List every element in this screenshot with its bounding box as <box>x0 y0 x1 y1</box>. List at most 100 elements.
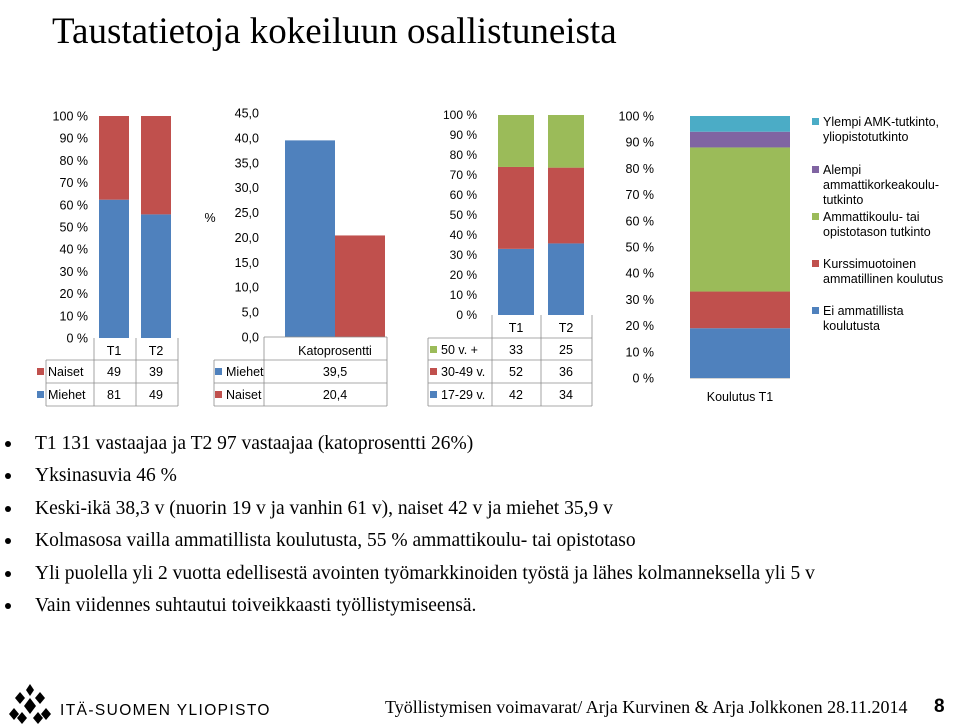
bullet-text: Keski-ikä 38,3 v (nuorin 19 v ja vanhin … <box>35 497 613 519</box>
bar <box>548 115 584 168</box>
y-tick-label: 10 % <box>60 309 89 323</box>
y-tick-label: 35,0 <box>235 156 259 170</box>
legend-key <box>215 391 222 398</box>
legend-label: Kurssimuotoinen <box>823 257 916 271</box>
legend-label: Miehet <box>48 388 86 402</box>
y-tick-label: 30 % <box>60 265 89 279</box>
legend-key <box>812 118 819 125</box>
footer: ITÄ-SUOMEN YLIOPISTO Työllistymisen voim… <box>0 680 960 728</box>
y-tick-label: 60 % <box>626 214 655 228</box>
data-label: 81 <box>107 388 121 402</box>
bullet-text: Vain viidennes suhtautui toiveikkaasti t… <box>35 594 477 616</box>
bar <box>335 235 385 337</box>
y-tick-label: 70 % <box>450 168 478 182</box>
legend-label: Miehet <box>226 365 264 379</box>
y-axis-label: % <box>204 211 215 225</box>
bullet-text: Yli puolella yli 2 vuotta edellisestä av… <box>35 562 815 584</box>
legend-key <box>430 368 437 375</box>
bullet-item: Keski-ikä 38,3 v (nuorin 19 v ja vanhin … <box>0 493 960 525</box>
bullet-dot <box>5 538 11 545</box>
legend-label: Ylempi AMK-tutkinto, <box>823 115 939 129</box>
y-tick-label: 30 % <box>626 293 655 307</box>
y-tick-label: 30,0 <box>235 181 259 195</box>
data-label: 20,4 <box>323 388 347 402</box>
y-tick-label: 0 % <box>632 372 654 386</box>
charts-area: 0 % 10 % 20 % 30 % 40 % 50 % 60 % 70 % 80 % 90 % 1… <box>37 107 943 407</box>
footer-text: Työllistymisen voimavarat/ Arja Kurvinen… <box>385 697 908 717</box>
bullet-dot <box>5 505 11 512</box>
legend-key <box>812 307 819 314</box>
data-label: 39,5 <box>323 365 347 379</box>
x-tick-label: Katoprosentti <box>298 344 372 358</box>
university-name: ITÄ-SUOMEN YLIOPISTO <box>60 702 271 719</box>
data-label: 33 <box>509 343 523 357</box>
legend-label: Ammattikoulu- tai <box>823 210 920 224</box>
page-title: Taustatietoja kokeiluun osallistuneista <box>52 11 617 52</box>
legend-label: opistotason tutkinto <box>823 225 931 239</box>
data-label: 49 <box>107 365 121 379</box>
bullet-dot <box>5 441 11 447</box>
data-label: 39 <box>149 365 163 379</box>
y-tick-label: 70 % <box>60 176 89 190</box>
y-tick-label: 0 % <box>456 308 477 322</box>
y-tick-label: 40 % <box>60 243 89 257</box>
y-tick-label: 80 % <box>450 148 478 162</box>
bullet-text: Kolmasosa vailla ammatillista koulutusta… <box>35 530 636 552</box>
legend-key <box>215 368 222 375</box>
y-tick-label: 60 % <box>450 188 478 202</box>
bar <box>690 328 790 378</box>
y-tick-label: 50 % <box>450 208 478 222</box>
x-tick-label: T2 <box>559 321 574 335</box>
y-tick-label: 50 % <box>60 221 89 235</box>
bar <box>99 116 129 200</box>
y-tick-label: 20 % <box>60 287 89 301</box>
bar <box>548 167 584 244</box>
legend-key <box>812 213 819 220</box>
y-tick-label: 20,0 <box>235 231 259 245</box>
y-tick-label: 50 % <box>626 241 655 255</box>
bullet-dot <box>5 570 11 577</box>
y-tick-label: 100 % <box>443 108 477 122</box>
legend-key <box>430 346 437 353</box>
bar <box>285 140 335 337</box>
legend-key <box>430 391 437 398</box>
bullet-text: T1 131 vastaajaa ja T2 97 vastaajaa (kat… <box>35 433 474 454</box>
legend-key <box>37 391 44 398</box>
bar <box>141 116 171 215</box>
bullet-item: Kolmasosa vailla ammatillista koulutusta… <box>0 525 960 557</box>
university-logo-icon <box>9 684 51 724</box>
data-label: 52 <box>509 365 523 379</box>
legend-label: koulutusta <box>823 319 880 333</box>
legend-label: Naiset <box>48 365 84 379</box>
bar <box>548 243 584 315</box>
bullet-item: T1 131 vastaajaa ja T2 97 vastaajaa (kat… <box>0 428 960 460</box>
y-tick-label: 20 % <box>626 319 655 333</box>
y-tick-label: 100 % <box>53 110 88 124</box>
x-tick-label: T1 <box>509 321 524 335</box>
bullet-dot <box>5 602 11 609</box>
bullet-item: Yksinasuvia 46 % <box>0 460 960 492</box>
y-tick-label: 40 % <box>450 228 478 242</box>
y-tick-label: 30 % <box>450 248 478 262</box>
y-tick-label: 10 % <box>450 288 478 302</box>
bar <box>498 115 534 167</box>
y-tick-label: 90 % <box>626 136 655 150</box>
bullet-item: Vain viidennes suhtautui toiveikkaasti t… <box>0 590 960 622</box>
data-label: 42 <box>509 388 523 402</box>
y-tick-label: 10,0 <box>235 281 259 295</box>
x-tick-label: T2 <box>149 344 164 358</box>
y-tick-label: 5,0 <box>242 306 259 320</box>
bar <box>99 199 129 338</box>
y-tick-label: 0,0 <box>242 331 259 345</box>
bullet-item: Yli puolella yli 2 vuotta edellisestä av… <box>0 558 960 590</box>
y-tick-label: 70 % <box>626 188 655 202</box>
legend-key <box>812 166 819 173</box>
legend-label: 50 v. + <box>441 343 478 357</box>
bullet-text: Yksinasuvia 46 % <box>35 465 177 487</box>
y-tick-label: 45,0 <box>235 107 259 121</box>
y-tick-label: 10 % <box>626 345 655 359</box>
legend-label: yliopistotutkinto <box>823 130 909 144</box>
y-tick-label: 15,0 <box>235 256 259 270</box>
bar <box>498 248 534 315</box>
legend-label: 30-49 v. <box>441 365 485 379</box>
